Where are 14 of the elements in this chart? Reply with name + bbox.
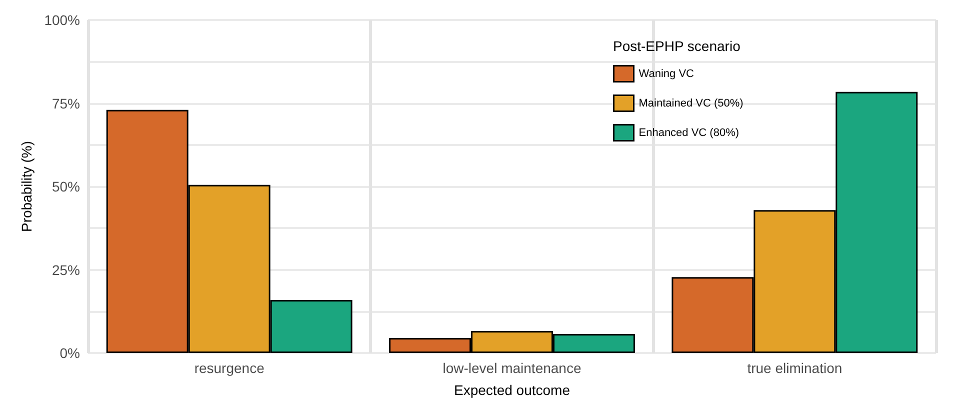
y-axis-title: Probability (%) <box>18 140 34 232</box>
y-tick-label: 75% <box>52 95 80 112</box>
x-tick-label: resurgence <box>194 360 265 376</box>
y-tick-label: 50% <box>52 178 80 194</box>
x-axis-title: Expected outcome <box>454 382 570 398</box>
x-tick-label: low-level maintenance <box>442 360 582 376</box>
legend-label: Maintained VC (50%) <box>638 97 744 110</box>
y-tick-label: 0% <box>60 345 80 361</box>
legend-label: Waning VC <box>638 68 694 80</box>
y-tick-label: 25% <box>52 262 80 278</box>
legend-title: Post-EPHP scenario <box>613 38 741 54</box>
y-tick-label: 100% <box>44 12 80 28</box>
x-tick-label: true elimination <box>747 360 842 376</box>
legend-label: Enhanced VC (80%) <box>638 126 740 139</box>
